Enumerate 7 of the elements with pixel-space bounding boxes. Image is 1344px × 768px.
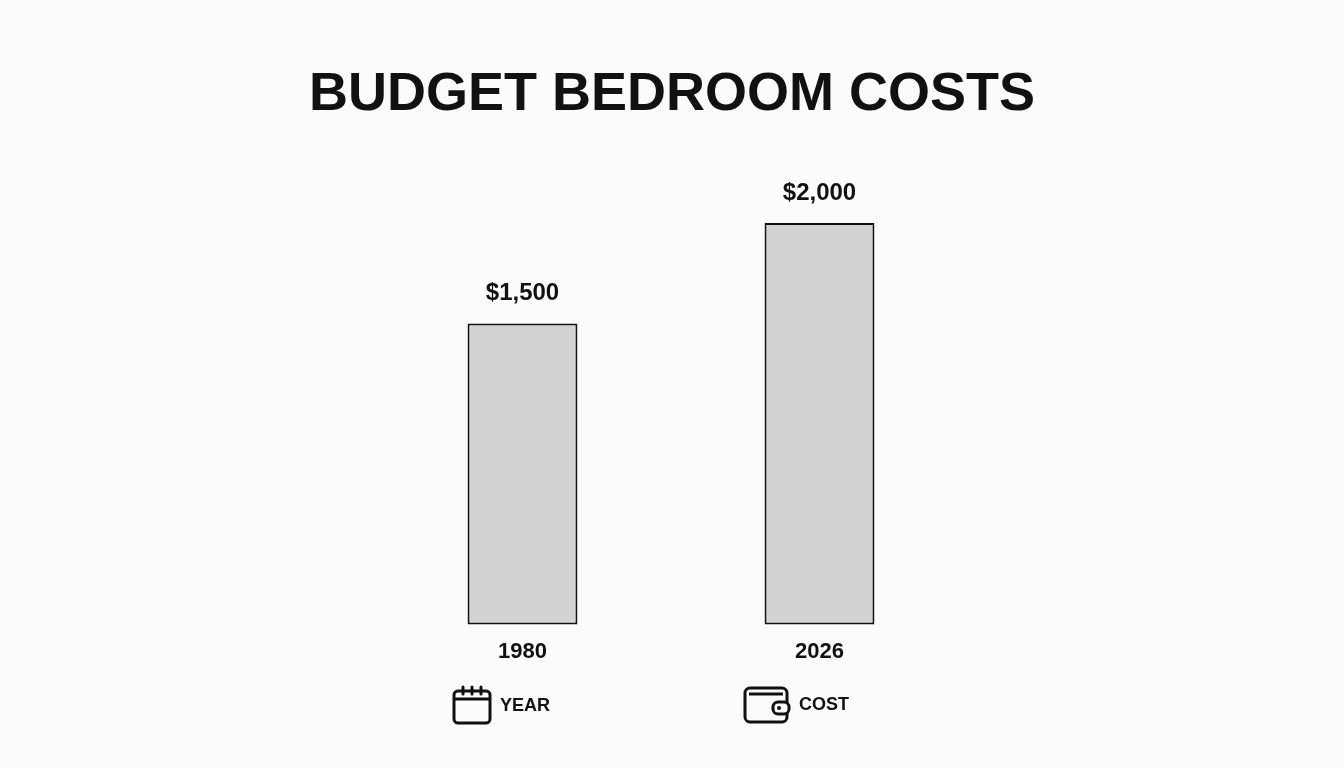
text: YEAR [500,694,551,716]
text: COST [799,693,850,715]
x-tick-label: 2026 [795,637,844,663]
data-label: $2,000 [782,177,857,205]
data-label: $1,500 [485,278,560,306]
x-tick-label: 1980 [498,637,547,663]
chart-title: BUDGET BEDROOM COSTS [308,61,1036,121]
